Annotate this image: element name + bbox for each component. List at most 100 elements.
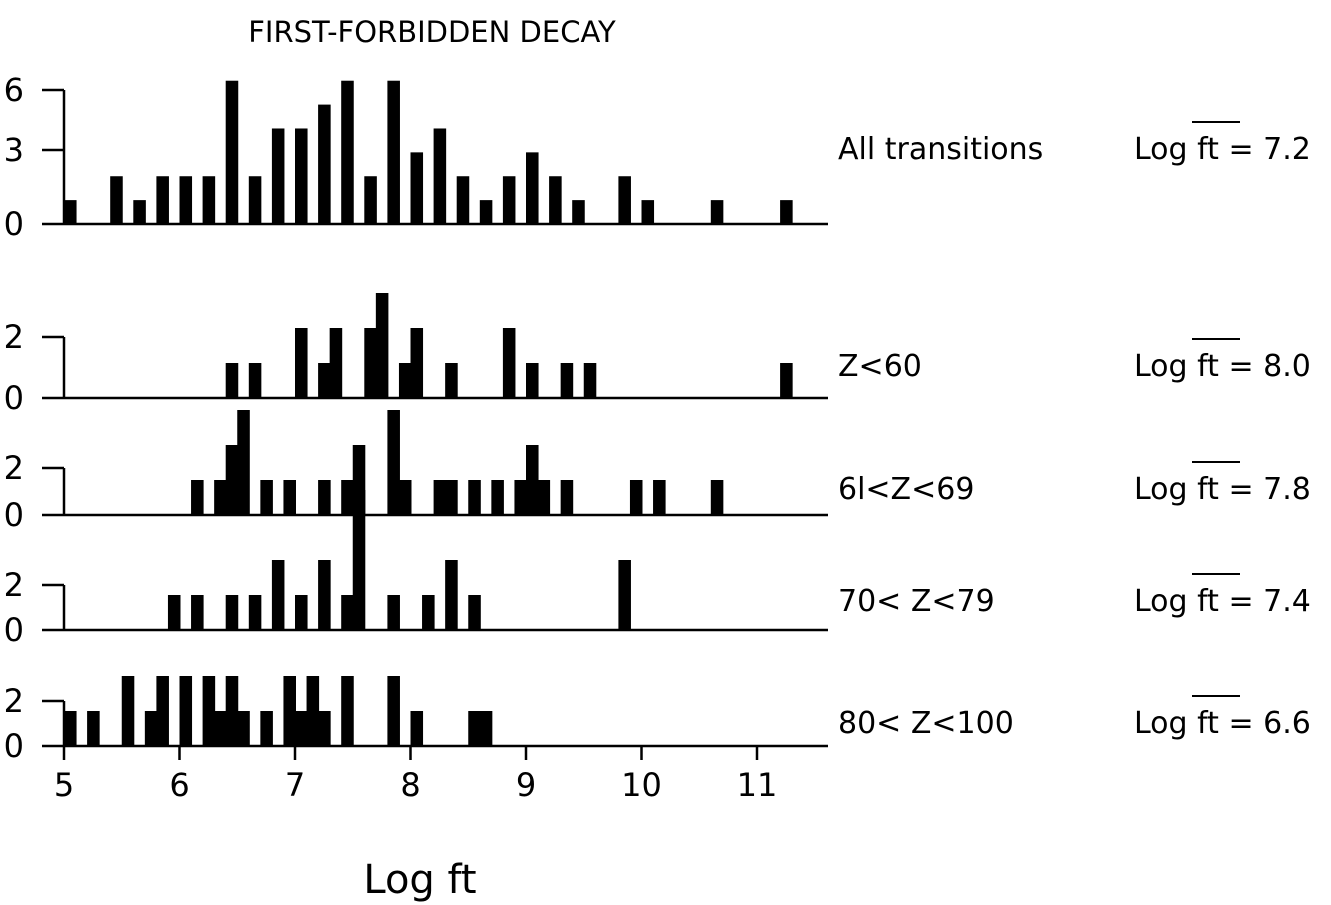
histogram-bar <box>248 595 262 630</box>
panel-label: 70< Z<79 <box>838 584 995 619</box>
histogram-bar <box>629 480 643 515</box>
y-tick-label: 0 <box>4 205 24 243</box>
histogram-bar <box>387 676 400 746</box>
histogram-bar <box>433 128 447 224</box>
histogram-bar <box>341 480 354 515</box>
histogram-bar <box>179 676 193 746</box>
y-tick-label: 2 <box>4 449 24 487</box>
y-tick-label: 2 <box>4 318 24 356</box>
panel-0: 0 3 6 All transitions Log ft = 7.2 <box>4 71 1311 243</box>
histogram-bar <box>526 363 539 398</box>
histogram-bar <box>225 676 239 746</box>
panel-label: 80< Z<100 <box>838 706 1014 741</box>
histogram-bar <box>341 676 354 746</box>
panel-2: 0 2 6l<Z<69 Log ft = 7.8 <box>4 410 1311 534</box>
histogram-bar <box>583 363 597 398</box>
histogram-bar <box>387 595 400 630</box>
histogram-bar <box>64 711 77 746</box>
x-tick-label: 11 <box>737 766 778 804</box>
histogram-bar <box>283 480 296 515</box>
panel-4: 0 2 80< Z<100 Log ft = 6.6 <box>4 676 1311 765</box>
histogram-bar <box>318 560 331 630</box>
histogram-bar <box>445 560 458 630</box>
histogram-bar <box>191 595 204 630</box>
histogram-bar <box>237 410 250 515</box>
histogram-bar <box>341 80 354 224</box>
chart-title: FIRST-FORBIDDEN DECAY <box>248 15 616 49</box>
histogram-bar <box>156 176 169 224</box>
histogram-bar <box>248 176 262 224</box>
histogram-bar <box>410 152 424 224</box>
histogram-bar <box>306 676 320 746</box>
panel-mean-label: Log ft = 7.4 <box>1134 584 1311 619</box>
histogram-bar <box>121 676 135 746</box>
histogram-bar <box>191 480 204 515</box>
histogram-bar <box>64 200 77 224</box>
histogram-bar <box>410 711 424 746</box>
histogram-bar <box>618 176 631 224</box>
histogram-bar <box>410 328 424 398</box>
histogram-bar <box>398 480 412 515</box>
histogram-bar <box>445 480 458 515</box>
histogram-bar <box>364 328 377 398</box>
y-tick-label: 0 <box>4 379 24 417</box>
panel-1: 0 2 Z<60 Log ft = 8.0 <box>4 293 1311 417</box>
panel-label: Z<60 <box>838 349 922 384</box>
histogram-bar <box>295 328 308 398</box>
panel-mean-label: Log ft = 6.6 <box>1134 706 1311 741</box>
histogram-bar <box>479 711 493 746</box>
y-tick-label: 2 <box>4 566 24 604</box>
histogram-bar <box>398 363 412 398</box>
histogram-bar <box>237 711 250 746</box>
histogram-bar <box>295 128 308 224</box>
x-tick-label: 7 <box>285 766 305 804</box>
histogram-bar <box>260 480 273 515</box>
histogram-bar <box>214 480 227 515</box>
x-tick-label: 5 <box>54 766 74 804</box>
histogram-bar <box>352 490 366 630</box>
histogram-bar <box>491 480 504 515</box>
histogram-bar <box>260 711 273 746</box>
histogram-bar <box>179 176 193 224</box>
histogram-bar <box>225 595 239 630</box>
histogram-bar <box>295 595 308 630</box>
histogram-bar <box>202 676 216 746</box>
histogram-bar <box>502 328 516 398</box>
y-tick-label: 3 <box>4 131 24 169</box>
histogram-bar <box>641 200 655 224</box>
histogram-bar <box>156 676 169 746</box>
histogram-bar <box>653 480 666 515</box>
histogram-bar <box>318 480 331 515</box>
histogram-bar <box>618 560 631 630</box>
histogram-bar <box>318 711 331 746</box>
y-tick-label: 0 <box>4 496 24 534</box>
y-tick-label: 0 <box>4 611 24 649</box>
x-tick-label: 6 <box>169 766 189 804</box>
panel-3: 0 2 70< Z<79 Log ft = 7.4 <box>4 490 1311 649</box>
histogram-bar <box>167 595 181 630</box>
histogram-bar <box>780 363 793 398</box>
histogram-bar <box>271 128 285 224</box>
histogram-bar <box>144 711 158 746</box>
panel-mean-label: Log ft = 7.8 <box>1134 472 1311 507</box>
panel-label: 6l<Z<69 <box>838 472 974 507</box>
histogram-bar <box>422 595 435 630</box>
histogram-bar <box>202 176 216 224</box>
histogram-bar <box>514 480 527 515</box>
histogram-bar <box>283 676 296 746</box>
histogram-bar <box>329 328 343 398</box>
histogram-bar <box>133 200 146 224</box>
histogram-bar <box>248 363 262 398</box>
histogram-bar <box>502 176 516 224</box>
histogram-bar <box>780 200 793 224</box>
y-tick-label: 2 <box>4 682 24 720</box>
panel-mean-label: Log ft = 7.2 <box>1134 132 1311 167</box>
histogram-bar <box>364 176 377 224</box>
histogram-bar <box>387 410 400 515</box>
panel-label: All transitions <box>838 132 1043 167</box>
histogram-bar <box>87 711 100 746</box>
histogram-bar <box>318 363 331 398</box>
histogram-bar <box>214 711 227 746</box>
histogram-bar <box>387 80 400 224</box>
